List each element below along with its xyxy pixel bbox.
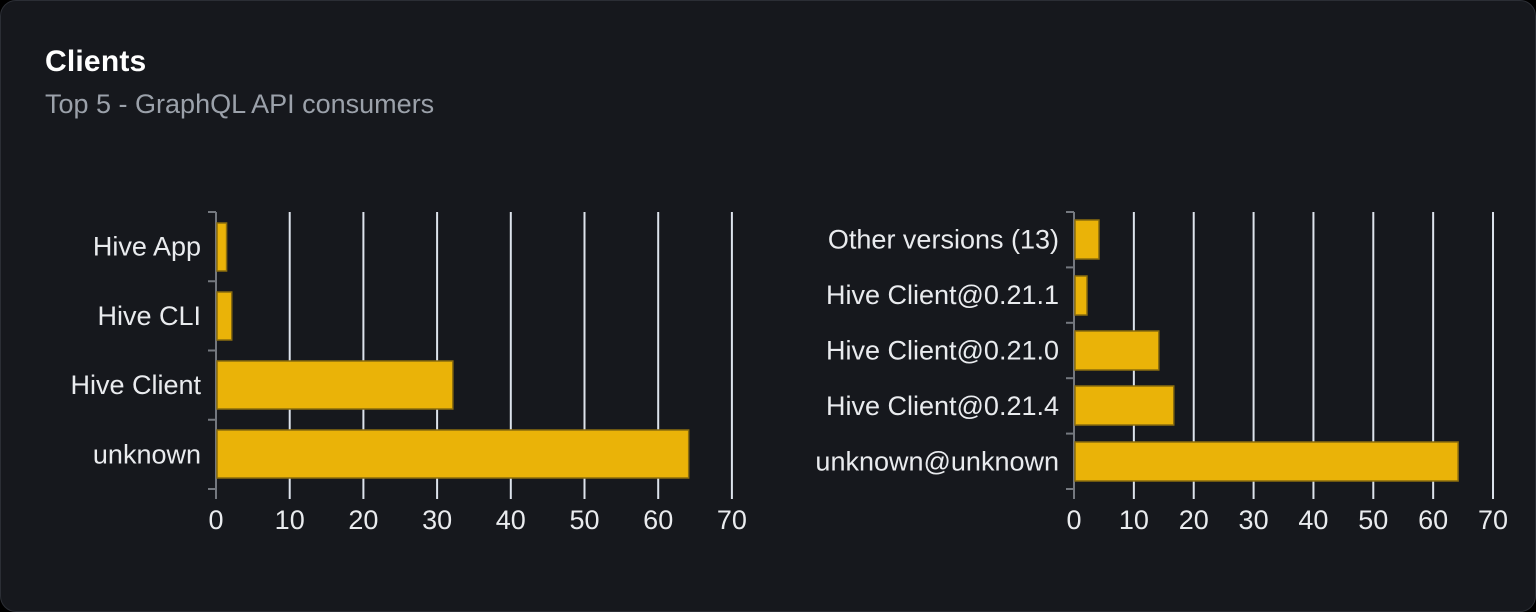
category-label: Hive Client@0.21.4 — [826, 391, 1059, 421]
category-label: Other versions (13) — [828, 225, 1059, 255]
x-tick-label: 50 — [569, 505, 599, 535]
x-tick-label: 20 — [348, 505, 378, 535]
category-label: Hive Client — [70, 370, 201, 400]
x-tick-label: 30 — [1239, 505, 1269, 535]
card-title: Clients — [45, 45, 147, 78]
bar-hive-client — [216, 360, 454, 410]
x-tick-label: 20 — [1179, 505, 1209, 535]
category-label: Hive CLI — [97, 301, 201, 331]
category-label: Hive Client@0.21.1 — [826, 280, 1059, 310]
x-tick-label: 0 — [208, 505, 223, 535]
bar-other-versions-13- — [1074, 219, 1100, 260]
x-tick-label: 0 — [1066, 505, 1081, 535]
category-label: unknown@unknown — [815, 446, 1059, 476]
category-label: Hive App — [93, 232, 201, 262]
x-tick-label: 10 — [275, 505, 305, 535]
x-tick-label: 30 — [422, 505, 452, 535]
x-tick-label: 50 — [1358, 505, 1388, 535]
card-subtitle: Top 5 - GraphQL API consumers — [45, 89, 435, 119]
clients-by-name-chart: 0 10 20 30 40 50 60 70 Hive App Hive CLI Hive Clie… — [70, 211, 747, 535]
x-tick-label: 60 — [1418, 505, 1448, 535]
bar-unknown — [216, 429, 690, 479]
category-label: unknown — [93, 439, 201, 469]
category-label: Hive Client@0.21.0 — [826, 336, 1059, 366]
x-tick-label: 70 — [717, 505, 747, 535]
card-header: Clients Top 5 - GraphQL API consumers — [45, 45, 434, 119]
bar-hive-app — [216, 222, 228, 272]
bar-hive-client@0.21.4 — [1074, 385, 1175, 426]
bar-unknown@unknown — [1074, 441, 1459, 482]
clients-by-version-chart: 0 10 20 30 40 50 60 70 Other versions (13) Hive C… — [815, 211, 1508, 535]
bar-hive-cli — [216, 291, 233, 341]
bar-hive-client@0.21.1 — [1074, 275, 1088, 316]
x-tick-label: 60 — [643, 505, 673, 535]
x-tick-label: 10 — [1119, 505, 1149, 535]
x-tick-label: 40 — [1298, 505, 1328, 535]
x-tick-label: 70 — [1478, 505, 1508, 535]
bar-hive-client@0.21.0 — [1074, 330, 1160, 371]
x-tick-label: 40 — [496, 505, 526, 535]
